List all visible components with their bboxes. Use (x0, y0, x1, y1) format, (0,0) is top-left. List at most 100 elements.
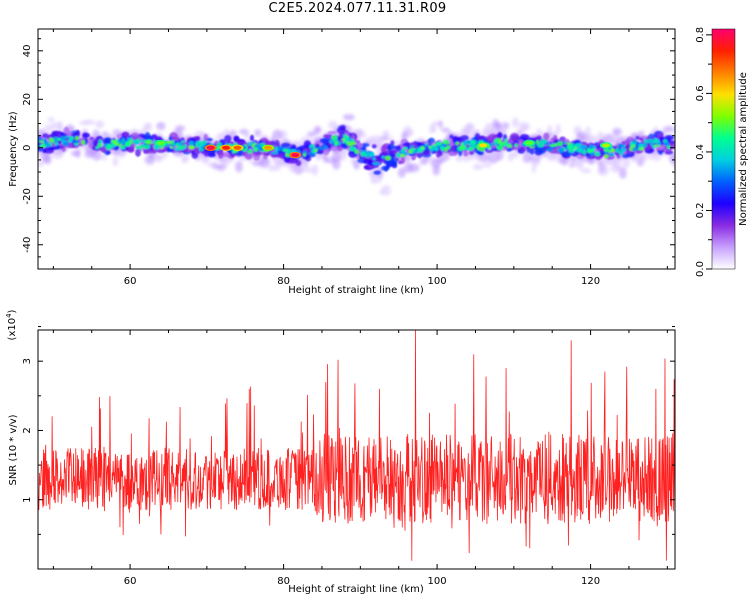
spectrogram-ridge-blob (201, 140, 207, 146)
spectrogram-halo-blob (522, 151, 532, 163)
spectrogram-halo-blob (555, 124, 561, 135)
spectrogram-ridge-blob (72, 140, 80, 144)
spectrogram-halo-blob (254, 129, 262, 137)
spectrogram-ridge-blob (110, 139, 116, 143)
spectrogram-core-blob (47, 146, 57, 151)
spectrogram-halo-blob (47, 116, 55, 123)
spectrogram-halo-blob (155, 155, 163, 163)
snr-frame (37, 329, 676, 570)
spectrogram-core-blob (380, 152, 387, 156)
spectrogram-core-blob (469, 149, 475, 155)
snr-axis-ticks: 60 80 100 120 1 2 3 (22, 326, 675, 587)
spectrogram-ridge-blob (440, 146, 446, 151)
spectrogram-ridge-blob (603, 148, 610, 152)
spectrogram-halo-blob (288, 164, 298, 173)
spectrogram-core-blob (124, 145, 129, 151)
x-tick-label: 120 (581, 276, 600, 287)
spectrogram-ridge-blob (106, 144, 113, 147)
spectrogram-ridge-blob (576, 147, 582, 152)
y-tick-label: 1 (22, 497, 33, 503)
spectrogram-ridge-blob (246, 149, 253, 154)
spectrogram-core-blob (130, 132, 140, 140)
spectrogram-ridge-blob (496, 144, 504, 151)
spectrogram-core-blob (373, 170, 382, 175)
spectrogram-halo-blob (220, 162, 229, 169)
spectrogram-halo-blob (341, 147, 348, 155)
spectrogram-ridge-blob (535, 140, 540, 145)
spectrogram-core-blob (103, 137, 112, 144)
spectrogram-ridge-blob (539, 139, 547, 144)
spectrogram-ridge-blob (59, 137, 65, 142)
spectrogram-core-blob (622, 153, 630, 159)
spectrogram-core-blob (664, 135, 675, 140)
spectrogram-core-blob (387, 145, 392, 152)
spectrogram-ridge-blob (195, 142, 199, 148)
spectrogram-halo-blob (314, 125, 321, 134)
spectrogram-core-blob (383, 165, 389, 172)
spectrogram-core-blob (283, 155, 291, 163)
spectrogram-ridge-blob (643, 139, 649, 144)
x-tick-label: 60 (124, 576, 137, 587)
spectrogram-core (38, 124, 675, 175)
spectrogram-ylabel: Frequency (Hz) (8, 111, 19, 187)
spectrogram-core-blob (207, 150, 215, 156)
spectrogram-ridge-blob (547, 147, 553, 152)
spectrogram-core-blob (543, 132, 550, 141)
spectrogram-ridge-blob (255, 143, 262, 148)
spectrogram-halo-blob (576, 131, 587, 141)
spectrogram-ridge-blob (95, 146, 99, 150)
spectrogram-halo-blob (296, 164, 301, 172)
spectrogram-ridge-blob (610, 148, 615, 153)
spectrogram-halo-blob (404, 162, 413, 173)
spectrogram-ridge-blob (53, 136, 59, 140)
spectrogram-ridge-blob (197, 141, 204, 144)
spectrogram-ridge-blob (489, 143, 494, 147)
spectrogram-ridge-blob (564, 141, 568, 145)
spectrogram-ridge-blob (173, 147, 181, 151)
spectrogram-ridge-blob (183, 144, 187, 149)
spectrogram-ridge-blob (334, 140, 339, 146)
spectrogram-ridge-blob (278, 145, 283, 151)
spectrogram-ridge-blob (97, 143, 103, 148)
spectrogram-halo-blob (334, 154, 341, 160)
spectrogram-ridge-blob (146, 139, 153, 145)
spectrogram-ridge-blob (580, 144, 588, 150)
spectrogram-halo-blob (635, 155, 647, 164)
spectrogram-halo-blob (369, 179, 382, 184)
spectrogram-ridge-blob (586, 149, 593, 154)
spectrogram-core-blob (635, 135, 640, 140)
spectrogram-halo-blob (476, 156, 482, 162)
spectrogram-core-blob (336, 127, 346, 134)
spectrogram-ridge-blob (429, 147, 433, 152)
x-tick-label: 80 (277, 276, 290, 287)
spectrogram-ridge-blob (557, 141, 563, 147)
spectrogram-ridge-blob (188, 140, 194, 146)
colorbar-tick-label: 0.2 (695, 203, 706, 219)
spectrogram-halo-blob (352, 128, 364, 134)
spectrogram-core-blob (518, 139, 524, 144)
spectrogram-core-blob (249, 134, 255, 141)
spectrogram-halo-blob (432, 164, 441, 176)
spectrogram-ridge-blob (322, 144, 328, 150)
spectrogram-core-blob (218, 151, 224, 159)
spectrogram-ridge-blob (311, 148, 315, 154)
snr-series-line (38, 330, 675, 561)
spectrogram-core-blob (327, 130, 337, 135)
spectrogram-ridge-blob (143, 144, 151, 150)
spectrogram-halo-blob (268, 164, 277, 172)
spectrogram-ridge-blob (311, 144, 316, 148)
spectrogram-ridge-blob (132, 139, 138, 143)
spectrogram-ridge-blob (640, 146, 645, 151)
spectrogram-ridge-blob (317, 146, 323, 151)
spectrogram-ridge-blob (467, 147, 474, 151)
spectrogram-halo-blob (419, 157, 429, 166)
spectrogram-core-blob (639, 137, 644, 142)
spectrogram-ridge-blob (285, 152, 289, 157)
spectrogram-core-blob (123, 132, 130, 137)
spectrogram-ridge-blob (504, 140, 508, 145)
spectrogram-ridge-blob (632, 147, 639, 152)
x-tick-label: 100 (428, 276, 447, 287)
spectrogram-ridge-blob (181, 140, 185, 144)
spectrogram-halo-blob (622, 158, 631, 168)
